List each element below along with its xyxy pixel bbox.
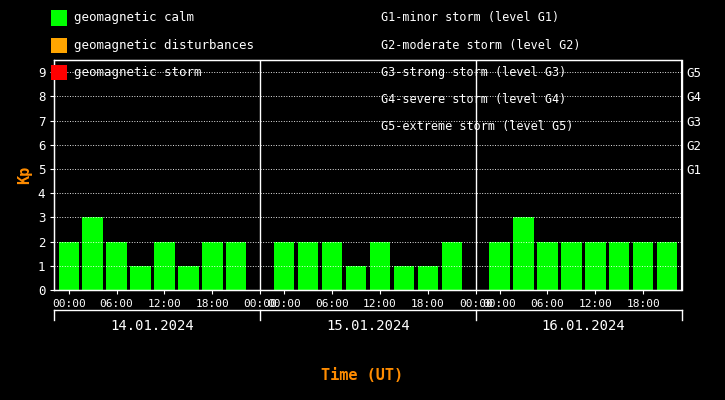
Bar (322, 242, 342, 290)
Text: 14.01.2024: 14.01.2024 (111, 319, 194, 333)
Bar (585, 242, 605, 290)
Text: Time (UT): Time (UT) (321, 368, 404, 384)
Text: G4-severe storm (level G4): G4-severe storm (level G4) (381, 93, 566, 106)
Bar (178, 266, 199, 290)
Y-axis label: Kp: Kp (17, 166, 33, 184)
Bar (107, 242, 127, 290)
Bar (633, 242, 653, 290)
Text: geomagnetic disturbances: geomagnetic disturbances (74, 39, 254, 52)
Bar (561, 242, 581, 290)
Bar (442, 242, 462, 290)
Bar (226, 242, 246, 290)
Text: G1-minor storm (level G1): G1-minor storm (level G1) (381, 12, 559, 24)
Bar (609, 242, 629, 290)
Bar (537, 242, 558, 290)
Bar (59, 242, 79, 290)
Bar (418, 266, 438, 290)
Bar (657, 242, 677, 290)
Text: G5-extreme storm (level G5): G5-extreme storm (level G5) (381, 120, 573, 133)
Text: 16.01.2024: 16.01.2024 (542, 319, 625, 333)
Bar (274, 242, 294, 290)
Text: geomagnetic storm: geomagnetic storm (74, 66, 202, 79)
Bar (513, 217, 534, 290)
Bar (202, 242, 223, 290)
Bar (346, 266, 366, 290)
Text: geomagnetic calm: geomagnetic calm (74, 12, 194, 24)
Bar (394, 266, 414, 290)
Bar (130, 266, 151, 290)
Bar (83, 217, 103, 290)
Text: 15.01.2024: 15.01.2024 (326, 319, 410, 333)
Bar (370, 242, 390, 290)
Text: G2-moderate storm (level G2): G2-moderate storm (level G2) (381, 39, 580, 52)
Bar (154, 242, 175, 290)
Text: G3-strong storm (level G3): G3-strong storm (level G3) (381, 66, 566, 79)
Bar (489, 242, 510, 290)
Bar (298, 242, 318, 290)
